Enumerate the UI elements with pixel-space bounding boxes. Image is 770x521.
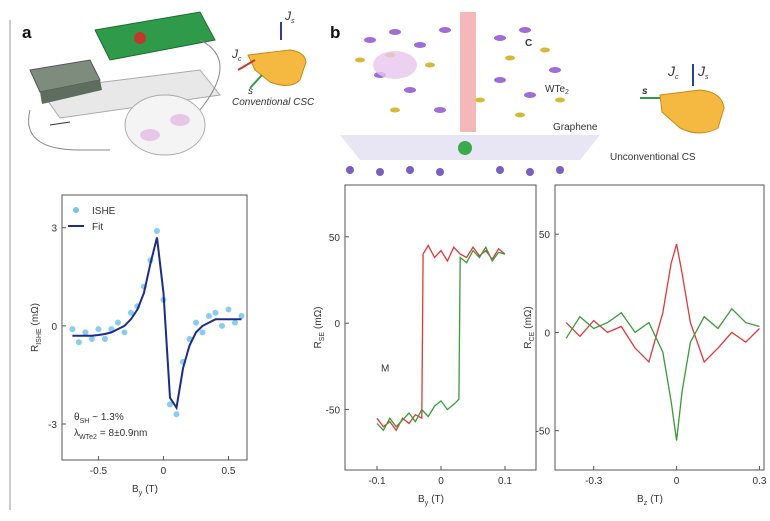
legend-label: ISHE [92,206,116,217]
data-point [115,320,121,326]
data-point [121,329,127,335]
data-point [102,336,108,342]
x-tick-label: 0 [674,476,680,487]
data-point [89,336,95,342]
x-tick-label: 0.1 [498,476,512,487]
legend-label: Fit [92,222,103,233]
data-point [212,310,218,316]
data-point [238,313,244,319]
annotation: M [381,364,389,375]
figure: a b Jc Js s Conventional CSC [0,0,770,521]
caption: Conventional CSC [232,97,315,108]
data-point [95,326,101,332]
data-point [69,326,75,332]
x-tick-label: 0 [438,476,444,487]
legend-marker [73,207,79,213]
x-tick-label: -0.3 [585,476,603,487]
y-tick-label: 50 [329,233,341,244]
data-point [82,329,88,335]
data-point [193,320,199,326]
x-tick-label: -0.5 [90,466,108,477]
y-tick-label: 3 [51,224,57,235]
caption: Unconventional CS [610,152,696,163]
data-point [206,313,212,319]
y-tick-label: 0 [51,322,57,333]
data-point [225,307,231,313]
data-point [173,411,179,417]
y-tick-label: 0 [544,328,550,339]
y-tick-label: -50 [326,406,341,417]
x-tick-label: 0.3 [753,476,767,487]
y-tick-label: 50 [539,230,551,241]
label: Graphene [553,122,598,133]
x-tick-label: 0.5 [222,466,236,477]
x-tick-label: -0.1 [368,476,386,487]
panel-label: a [22,23,32,42]
background [0,0,770,521]
panel-label: b [330,23,340,42]
data-point [219,323,225,329]
label: s [642,86,648,97]
data-point [76,339,82,345]
y-tick-label: -50 [536,427,551,438]
label: C [525,38,532,49]
y-tick-label: -3 [48,420,57,431]
data-point [199,329,205,335]
data-point [232,320,238,326]
label: s [248,86,253,97]
data-point [154,228,160,234]
x-tick-label: 0 [161,466,167,477]
y-tick-label: 0 [334,319,340,330]
